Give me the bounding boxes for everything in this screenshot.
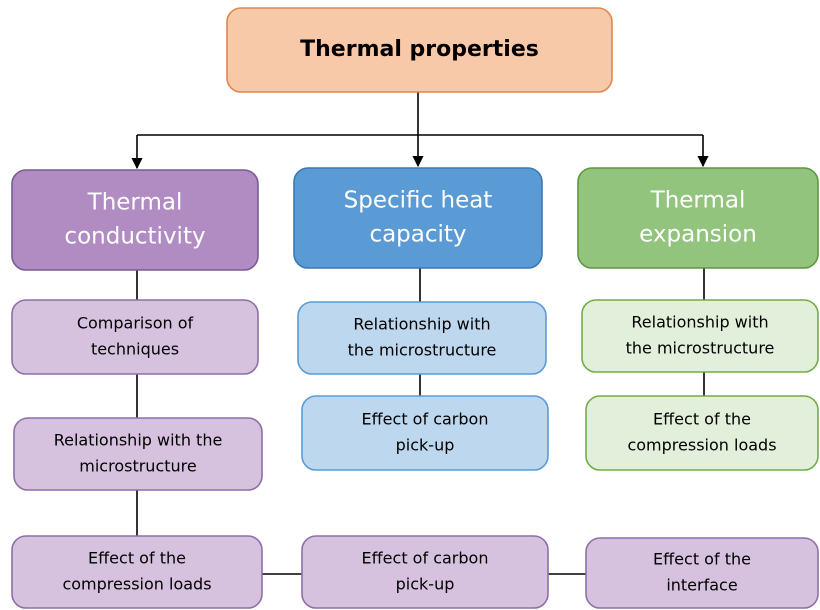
node-label: pick-up xyxy=(396,575,455,594)
node-label: compression loads xyxy=(627,436,776,455)
node: Effect of carbon pick-up xyxy=(301,395,549,471)
node-label: Relationship with xyxy=(353,315,490,334)
node-label: Effect of carbon xyxy=(362,410,489,429)
node-box xyxy=(293,167,543,269)
node-label: pick-up xyxy=(396,436,455,455)
node-label: Thermal xyxy=(87,190,183,216)
node: Effect of the interface xyxy=(585,537,819,609)
node-label: techniques xyxy=(91,340,179,359)
node-label: Comparison of xyxy=(77,314,194,333)
node: Thermal properties xyxy=(226,7,613,93)
node-label: capacity xyxy=(369,222,466,248)
node-box xyxy=(297,301,547,375)
node-box xyxy=(13,417,263,491)
node-box xyxy=(301,535,549,609)
node-label: conductivity xyxy=(64,224,205,250)
node: Specific heat capacity xyxy=(293,167,543,269)
node-label: Relationship with xyxy=(631,313,768,332)
node-label: the microstructure xyxy=(626,339,775,358)
node-label: compression loads xyxy=(62,575,211,594)
node-label: Specific heat xyxy=(344,188,493,214)
node-box xyxy=(11,535,263,609)
node-label: Effect of the xyxy=(653,550,751,569)
node-box xyxy=(11,299,259,375)
boxes: Thermal properties Thermal conductivity Spe… xyxy=(11,7,819,609)
node-label: expansion xyxy=(639,222,757,248)
node-label: the microstructure xyxy=(348,341,497,360)
node-label: Effect of the xyxy=(653,410,751,429)
node: Effect of the compression loads xyxy=(585,395,819,471)
node: Comparison of techniques xyxy=(11,299,259,375)
node-box xyxy=(11,169,259,271)
node-label: Relationship with the xyxy=(54,431,223,450)
node-box xyxy=(577,167,819,269)
node: Relationship with the microstructure xyxy=(13,417,263,491)
node-label: interface xyxy=(666,576,737,595)
node-label: Thermal properties xyxy=(300,37,539,62)
node-label: Effect of carbon xyxy=(362,549,489,568)
node: Effect of the compression loads xyxy=(11,535,263,609)
node-label: Effect of the xyxy=(88,549,186,568)
node: Thermal expansion xyxy=(577,167,819,269)
node-box xyxy=(226,7,613,93)
node-box xyxy=(585,395,819,471)
node: Thermal conductivity xyxy=(11,169,259,271)
node-box xyxy=(585,537,819,609)
node-box xyxy=(581,299,819,373)
node-box xyxy=(301,395,549,471)
node-label: Thermal xyxy=(650,188,746,214)
node: Relationship with the microstructure xyxy=(581,299,819,373)
node: Relationship with the microstructure xyxy=(297,301,547,375)
node-label: microstructure xyxy=(79,457,196,476)
node: Effect of carbon pick-up xyxy=(301,535,549,609)
